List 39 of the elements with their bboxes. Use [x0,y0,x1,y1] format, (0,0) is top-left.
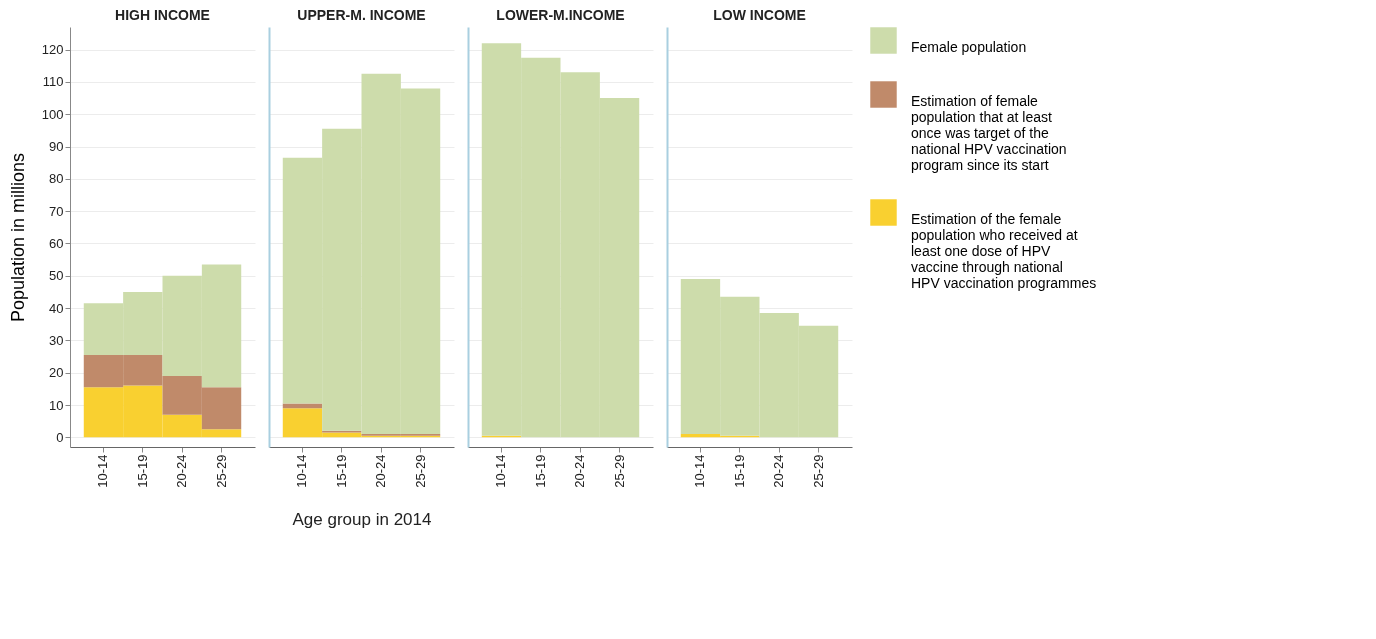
x-tick-label: 20-24 [771,454,787,488]
x-tick-label: 10-14 [493,454,509,488]
chart-title: LOW INCOME [713,7,806,23]
y-tick-label: 30 [49,332,64,348]
chart-title: HIGH INCOME [115,7,210,23]
x-tick-label: 25-29 [611,454,627,488]
x-tick-label: 10-14 [294,454,310,488]
x-tick-label: 25-29 [810,454,826,488]
x-tick-label: 10-14 [692,454,708,488]
legend-label: Estimation of the female population who received at least one dose of HPV vaccine through national HPV vaccination programmes [911,210,1097,291]
x-tick-label: 15-19 [134,454,150,488]
x-tick-label: 15-19 [532,454,548,488]
y-tick-label: 70 [49,203,64,219]
x-tick-label: 25-29 [412,454,428,488]
x-tick-label: 20-24 [572,454,588,488]
legend-label: Estimation of female population that at least once was target of the national HPV vaccination program since its start [911,92,1067,173]
legend-label: Female population [911,38,1027,55]
x-tick-label: 15-19 [731,454,747,488]
y-tick-label: 60 [49,235,64,251]
y-tick-label: 100 [41,106,64,122]
x-tick-label: 25-29 [213,454,229,488]
y-tick-label: 120 [41,42,64,58]
y-tick-label: 0 [56,429,64,445]
x-tick-label: 10-14 [95,454,111,488]
y-tick-label: 20 [49,365,64,381]
y-tick-label: 40 [49,300,64,316]
y-tick-label: 50 [49,268,64,284]
y-tick-label: 80 [49,171,64,187]
x-tick-label: 20-24 [373,454,389,488]
y-tick-label: 110 [42,74,64,90]
chart-title: LOWER-M.INCOME [496,7,625,23]
chart-title: UPPER-M. INCOME [297,7,426,23]
x-tick-label: 20-24 [174,454,190,488]
y-tick-label: 10 [49,397,64,413]
y-tick-label: 90 [49,139,64,155]
x-axis-title: Age group in 2014 [292,509,432,529]
y-axis-title: Population in millions [7,152,28,323]
bar [282,403,323,409]
x-tick-label: 15-19 [333,454,349,488]
